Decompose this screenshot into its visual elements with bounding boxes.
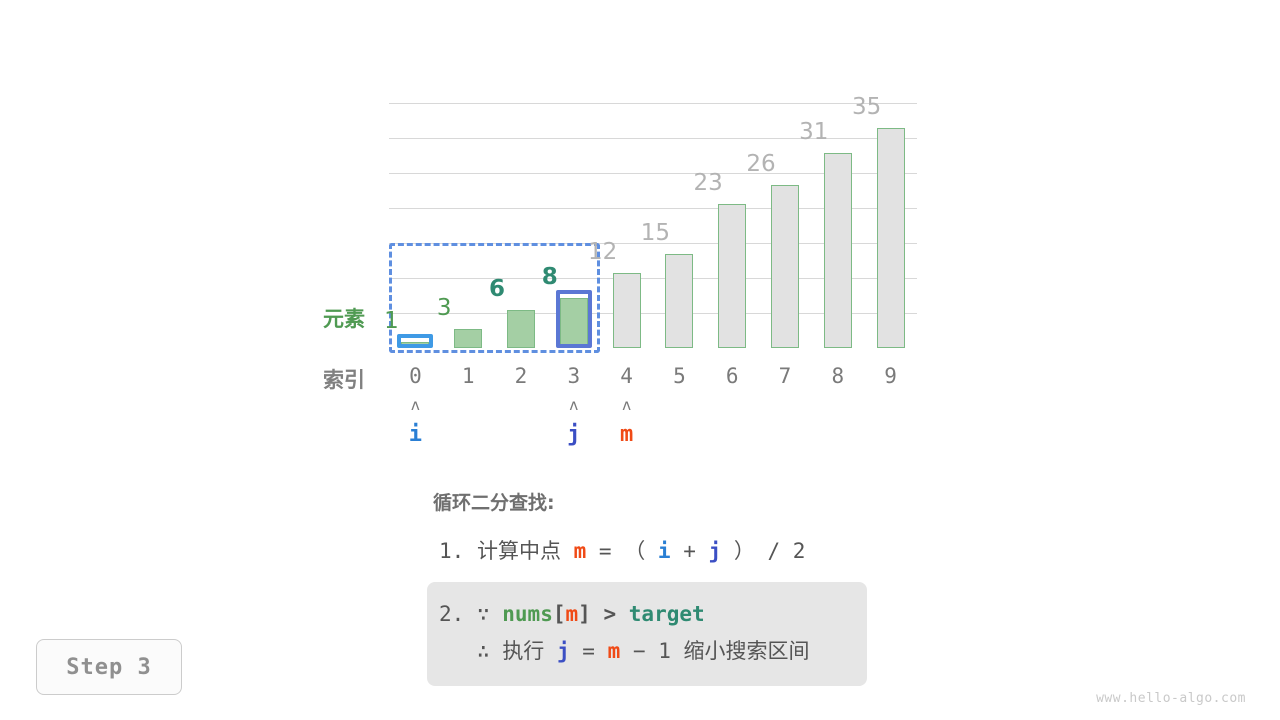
step-badge: Step 3 bbox=[36, 639, 182, 695]
step1-number: 1. bbox=[439, 539, 465, 563]
value-label-0: 1 bbox=[384, 307, 399, 334]
step2-token-nums: nums bbox=[502, 602, 553, 626]
pointer-label-j: j bbox=[567, 422, 581, 447]
search-range-box bbox=[389, 243, 601, 353]
explanation-step-1: 1. 计算中点 m = （ i + j ） / 2 bbox=[439, 541, 903, 562]
value-label-8: 31 bbox=[799, 119, 829, 146]
step2-token-m2: m bbox=[607, 638, 621, 663]
step1-plus: + bbox=[683, 539, 696, 563]
axis-label-elements: 元素 bbox=[323, 307, 365, 331]
index-tick-0: 0 bbox=[409, 364, 422, 388]
bar-8 bbox=[823, 153, 852, 348]
step2-token-m: m bbox=[565, 602, 579, 626]
step1-token-m: m bbox=[573, 539, 587, 563]
because-symbol: ∵ bbox=[476, 602, 490, 626]
bar-9 bbox=[876, 128, 905, 348]
watermark: www.hello-algo.com bbox=[1096, 691, 1246, 706]
step2-gt: > bbox=[603, 602, 617, 626]
step2-line-2: ∴ 执行 j = m − 1 缩小搜索区间 bbox=[439, 633, 849, 670]
step2-one: 1 bbox=[658, 638, 671, 663]
explanation-title: 循环二分查找: bbox=[433, 492, 555, 514]
index-tick-2: 2 bbox=[514, 364, 528, 388]
gridline bbox=[389, 208, 917, 209]
value-label-6: 23 bbox=[693, 169, 723, 196]
gridline bbox=[389, 103, 917, 104]
gridline bbox=[389, 243, 917, 244]
step1-token-j: j bbox=[708, 539, 722, 563]
index-tick-9: 9 bbox=[884, 364, 897, 388]
step1-paren-open: （ bbox=[624, 539, 646, 563]
step2-token-j: j bbox=[556, 638, 570, 663]
value-label-4: 12 bbox=[587, 238, 618, 265]
value-label-1: 3 bbox=[436, 295, 452, 322]
index-tick-4: 4 bbox=[620, 364, 633, 388]
bar-3 bbox=[559, 297, 588, 348]
step2-tail: 缩小搜索区间 bbox=[683, 638, 810, 663]
pointer-highlight-j bbox=[555, 289, 592, 348]
step2-bracket-close: ] bbox=[578, 602, 591, 626]
caret-i: ʌ bbox=[410, 396, 420, 414]
step2-line-1: 2. ∵ nums[m] > target bbox=[439, 596, 849, 633]
bar-5 bbox=[665, 253, 694, 348]
gridline bbox=[389, 313, 917, 314]
step1-paren-close: ） bbox=[733, 539, 755, 563]
index-tick-5: 5 bbox=[673, 364, 686, 388]
value-label-9: 35 bbox=[851, 94, 882, 121]
step2-number: 2. bbox=[439, 602, 465, 626]
gridline bbox=[389, 138, 917, 139]
step1-divide: / bbox=[767, 539, 781, 563]
caret-m: ʌ bbox=[622, 396, 632, 414]
index-tick-7: 7 bbox=[778, 364, 792, 388]
bar-2 bbox=[507, 310, 535, 348]
step1-text: 计算中点 bbox=[476, 539, 561, 563]
gridline bbox=[389, 173, 917, 174]
step1-two: 2 bbox=[792, 539, 806, 563]
value-label-2: 6 bbox=[488, 276, 505, 303]
caret-j: ʌ bbox=[569, 396, 579, 414]
bar-6 bbox=[718, 203, 747, 348]
step2-token-target: target bbox=[628, 602, 705, 626]
step2-equals: = bbox=[582, 638, 595, 663]
index-tick-3: 3 bbox=[567, 364, 581, 388]
bar-7 bbox=[771, 184, 799, 348]
step1-token-i: i bbox=[657, 539, 671, 563]
step2-bracket-open: [ bbox=[552, 602, 566, 626]
bar-4 bbox=[612, 272, 641, 348]
bar-1 bbox=[454, 329, 483, 348]
value-label-5: 15 bbox=[640, 219, 671, 246]
index-tick-8: 8 bbox=[831, 364, 845, 388]
step2-minus: − bbox=[632, 638, 646, 663]
index-tick-6: 6 bbox=[725, 364, 739, 388]
explanation-panel: 循环二分查找: 1. 计算中点 m = （ i + j ） / 2 2. ∵ n… bbox=[427, 492, 903, 686]
pointer-highlight-i bbox=[397, 333, 434, 348]
explanation-step-2: 2. ∵ nums[m] > target ∴ 执行 j = m − 1 缩小搜… bbox=[427, 582, 867, 686]
step2-exec: 执行 bbox=[502, 638, 545, 663]
gridline bbox=[389, 278, 917, 279]
value-label-3: 8 bbox=[541, 263, 558, 290]
axis-label-index: 索引 bbox=[323, 368, 365, 392]
bar-chart bbox=[389, 103, 917, 353]
value-label-7: 26 bbox=[746, 150, 776, 177]
index-tick-1: 1 bbox=[461, 364, 475, 388]
pointer-label-i: i bbox=[408, 422, 423, 447]
step1-equals: = bbox=[598, 539, 612, 563]
therefore-symbol: ∴ bbox=[477, 638, 490, 663]
pointer-label-m: m bbox=[619, 422, 634, 447]
